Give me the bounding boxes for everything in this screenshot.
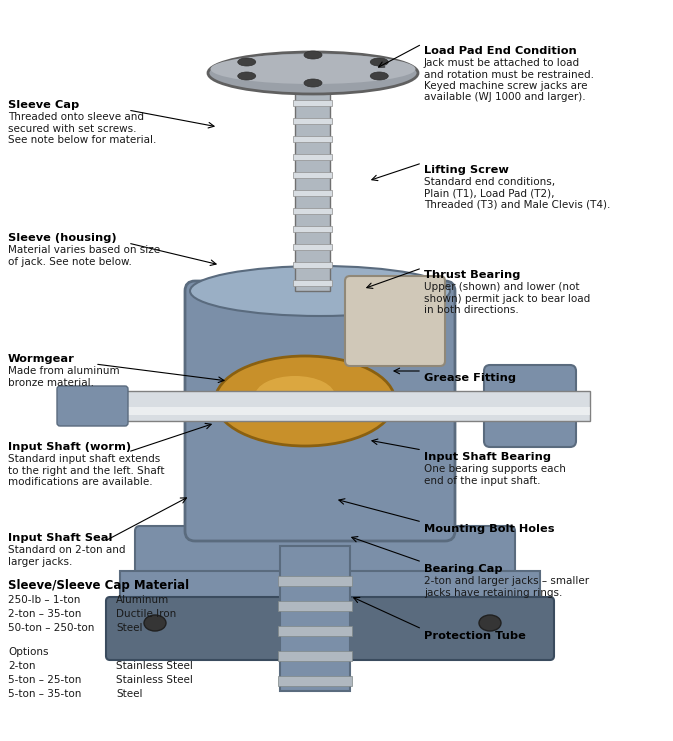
Ellipse shape — [238, 58, 256, 66]
Text: and rotation must be restrained.: and rotation must be restrained. — [424, 70, 594, 79]
FancyBboxPatch shape — [185, 281, 455, 541]
FancyBboxPatch shape — [106, 597, 554, 660]
Text: Lifting Screw: Lifting Screw — [424, 165, 509, 175]
FancyBboxPatch shape — [57, 386, 128, 426]
Ellipse shape — [208, 52, 418, 94]
Text: Threaded (T3) and Male Clevis (T4).: Threaded (T3) and Male Clevis (T4). — [424, 200, 610, 210]
Text: Thrust Bearing: Thrust Bearing — [424, 270, 520, 280]
Text: available (WJ 1000 and larger).: available (WJ 1000 and larger). — [424, 92, 586, 102]
Text: bronze material.: bronze material. — [8, 378, 94, 388]
Text: Sleeve/Sleeve Cap Material: Sleeve/Sleeve Cap Material — [8, 579, 189, 592]
FancyBboxPatch shape — [484, 365, 576, 447]
Text: Grease Fitting: Grease Fitting — [424, 373, 516, 383]
Text: of jack. See note below.: of jack. See note below. — [8, 256, 132, 267]
Text: Wormgear: Wormgear — [8, 354, 75, 364]
Ellipse shape — [215, 356, 395, 446]
Text: jacks have retaining rings.: jacks have retaining rings. — [424, 588, 563, 597]
Ellipse shape — [370, 72, 388, 80]
Text: Sleeve (housing): Sleeve (housing) — [8, 233, 116, 243]
Text: 50-ton – 250-ton: 50-ton – 250-ton — [8, 623, 94, 633]
Text: Options: Options — [8, 647, 48, 657]
Text: One bearing supports each: One bearing supports each — [424, 465, 566, 474]
Bar — [293, 136, 332, 142]
Text: Aluminum: Aluminum — [116, 595, 169, 605]
Ellipse shape — [479, 615, 501, 631]
Text: end of the input shaft.: end of the input shaft. — [424, 476, 540, 485]
Text: Standard end conditions,: Standard end conditions, — [424, 177, 555, 187]
Text: to the right and the left. Shaft: to the right and the left. Shaft — [8, 465, 164, 476]
Text: 2-ton and larger jacks – smaller: 2-ton and larger jacks – smaller — [424, 576, 589, 586]
Text: 2-ton – 35-ton: 2-ton – 35-ton — [8, 609, 81, 619]
Text: Input Shaft Seal: Input Shaft Seal — [8, 533, 112, 543]
Text: Load Pad End Condition: Load Pad End Condition — [424, 46, 577, 56]
Text: shown) permit jack to bear load: shown) permit jack to bear load — [424, 293, 590, 304]
Bar — [293, 190, 332, 196]
Text: Ductile Iron: Ductile Iron — [116, 609, 176, 619]
Bar — [293, 226, 332, 232]
Ellipse shape — [304, 79, 322, 87]
Text: Steel: Steel — [116, 689, 143, 699]
Text: secured with set screws.: secured with set screws. — [8, 124, 137, 133]
Bar — [295, 71, 330, 291]
Bar — [278, 626, 352, 636]
Bar — [280, 546, 350, 691]
Text: Plain (T1), Load Pad (T2),: Plain (T1), Load Pad (T2), — [424, 188, 555, 199]
Ellipse shape — [370, 58, 388, 66]
FancyBboxPatch shape — [345, 276, 445, 366]
Ellipse shape — [304, 51, 322, 59]
Text: Stainless Steel: Stainless Steel — [116, 675, 193, 685]
Bar — [60, 407, 590, 415]
Text: 5-ton – 35-ton: 5-ton – 35-ton — [8, 689, 81, 699]
Bar — [293, 82, 332, 88]
Ellipse shape — [144, 615, 166, 631]
Ellipse shape — [190, 266, 450, 316]
Text: Stainless Steel: Stainless Steel — [116, 661, 193, 671]
Bar — [278, 676, 352, 686]
Ellipse shape — [255, 376, 335, 416]
Text: modifications are available.: modifications are available. — [8, 476, 153, 487]
Bar — [278, 601, 352, 611]
Text: in both directions.: in both directions. — [424, 305, 519, 315]
Text: Protection Tube: Protection Tube — [424, 631, 526, 641]
Text: Input Shaft Bearing: Input Shaft Bearing — [424, 452, 551, 462]
Ellipse shape — [211, 54, 415, 84]
Bar — [293, 100, 332, 106]
Text: Upper (shown) and lower (not: Upper (shown) and lower (not — [424, 282, 579, 292]
Text: Input Shaft (worm): Input Shaft (worm) — [8, 442, 131, 452]
Text: 5-ton – 25-ton: 5-ton – 25-ton — [8, 675, 81, 685]
Text: Jack must be attached to load: Jack must be attached to load — [424, 59, 580, 68]
Bar — [60, 391, 590, 421]
Text: Standard input shaft extends: Standard input shaft extends — [8, 454, 160, 465]
Bar — [120, 571, 540, 651]
Text: See note below for material.: See note below for material. — [8, 135, 156, 144]
Text: Mounting Bolt Holes: Mounting Bolt Holes — [424, 524, 555, 534]
Text: 2-ton: 2-ton — [8, 661, 36, 671]
FancyBboxPatch shape — [135, 526, 515, 616]
Text: Made from aluminum: Made from aluminum — [8, 366, 120, 376]
Bar — [278, 576, 352, 586]
Text: Sleeve Cap: Sleeve Cap — [8, 100, 79, 110]
Bar — [278, 651, 352, 661]
Ellipse shape — [238, 72, 256, 80]
Text: Threaded onto sleeve and: Threaded onto sleeve and — [8, 113, 144, 122]
Bar — [293, 172, 332, 178]
Bar — [293, 244, 332, 250]
Bar — [293, 208, 332, 214]
Text: Bearing Cap: Bearing Cap — [424, 564, 503, 574]
Text: Steel: Steel — [116, 623, 143, 633]
Text: Material varies based on size: Material varies based on size — [8, 245, 160, 256]
Text: 250-lb – 1-ton: 250-lb – 1-ton — [8, 595, 80, 605]
Text: Standard on 2-ton and: Standard on 2-ton and — [8, 545, 125, 555]
Bar — [293, 154, 332, 160]
Bar — [293, 280, 332, 286]
Text: larger jacks.: larger jacks. — [8, 556, 73, 567]
Bar — [293, 262, 332, 268]
Bar — [293, 118, 332, 124]
Text: Keyed machine screw jacks are: Keyed machine screw jacks are — [424, 81, 588, 91]
